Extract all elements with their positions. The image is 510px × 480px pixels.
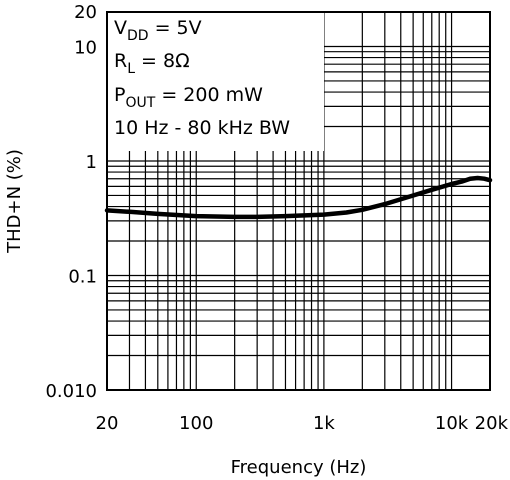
y-tick-label: 0.1 (68, 266, 97, 287)
annotation-line-4: 10 Hz - 80 kHz BW (114, 117, 290, 139)
x-tick-label: 100 (179, 413, 213, 434)
x-tick-label: 20k (475, 413, 509, 434)
y-tick-label: 1 (86, 152, 97, 173)
series-group (104, 175, 493, 220)
y-tick-label: 10 (74, 37, 97, 58)
x-tick-labels: 20 100 1k 10k 20k (96, 413, 509, 434)
x-axis-label: Frequency (Hz) (231, 457, 367, 478)
x-tick-label: 10k (435, 413, 469, 434)
annotation-line-1: VDD = 5V (114, 17, 202, 44)
series-line-1 (104, 175, 493, 220)
y-tick-label: 0.010 (45, 381, 97, 402)
y-tick-label: 20 (74, 2, 97, 23)
annotation-background (108, 13, 324, 151)
y-tick-labels: 0.010 0.1 1 10 20 (45, 2, 97, 402)
x-tick-label: 20 (96, 413, 119, 434)
annotation-box: VDD = 5V RL = 8Ω POUT = 200 mW 10 Hz - 80 k… (108, 13, 324, 151)
y-axis-label: THD+N (%) (4, 149, 25, 254)
x-tick-label: 1k (313, 413, 335, 434)
annotation-line-3: POUT = 200 mW (114, 84, 263, 111)
plot-frame (106, 11, 491, 391)
annotation-line-2: RL = 8Ω (114, 50, 190, 77)
